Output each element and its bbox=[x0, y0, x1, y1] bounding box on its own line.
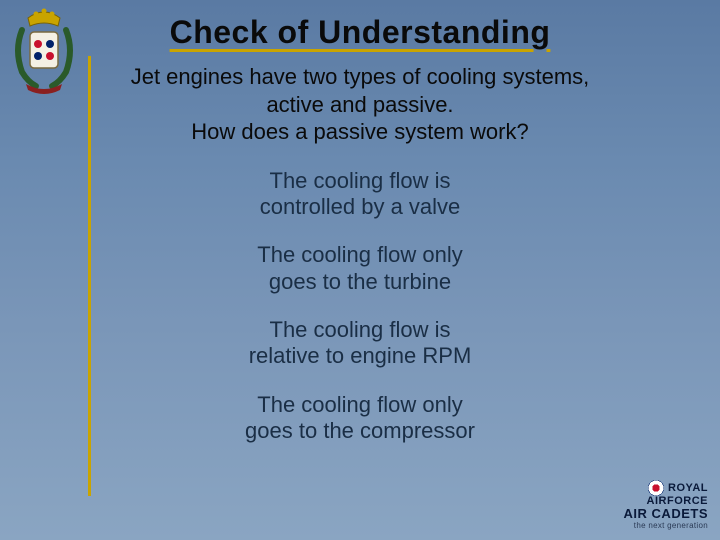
question-text: Jet engines have two types of cooling sy… bbox=[0, 63, 720, 146]
raf-roundel-icon bbox=[648, 480, 664, 496]
answers-list: The cooling flow is controlled by a valv… bbox=[0, 168, 720, 445]
answer-option[interactable]: The cooling flow only goes to the turbin… bbox=[257, 242, 462, 295]
answer-line: The cooling flow only bbox=[257, 242, 462, 268]
footer-tagline: the next generation bbox=[624, 522, 708, 530]
answer-line: goes to the turbine bbox=[257, 269, 462, 295]
page-title: Check of Understanding bbox=[0, 0, 720, 51]
answer-line: relative to engine RPM bbox=[249, 343, 472, 369]
question-line: Jet engines have two types of cooling sy… bbox=[0, 63, 720, 91]
answer-line: The cooling flow is bbox=[249, 317, 472, 343]
footer-logo: ROYAL AIRFORCE AIR CADETS the next gener… bbox=[624, 480, 708, 530]
question-line: How does a passive system work? bbox=[0, 118, 720, 146]
crest-icon bbox=[8, 6, 80, 94]
answer-option[interactable]: The cooling flow is relative to engine R… bbox=[249, 317, 472, 370]
footer-aircadets: AIR CADETS bbox=[624, 507, 708, 520]
footer-royal: ROYAL bbox=[668, 483, 708, 494]
answer-line: controlled by a valve bbox=[260, 194, 461, 220]
answer-line: The cooling flow only bbox=[245, 392, 475, 418]
answer-option[interactable]: The cooling flow is controlled by a valv… bbox=[260, 168, 461, 221]
question-line: active and passive. bbox=[0, 91, 720, 119]
answer-line: goes to the compressor bbox=[245, 418, 475, 444]
answer-option[interactable]: The cooling flow only goes to the compre… bbox=[245, 392, 475, 445]
answer-line: The cooling flow is bbox=[260, 168, 461, 194]
vertical-accent-line bbox=[88, 56, 91, 496]
